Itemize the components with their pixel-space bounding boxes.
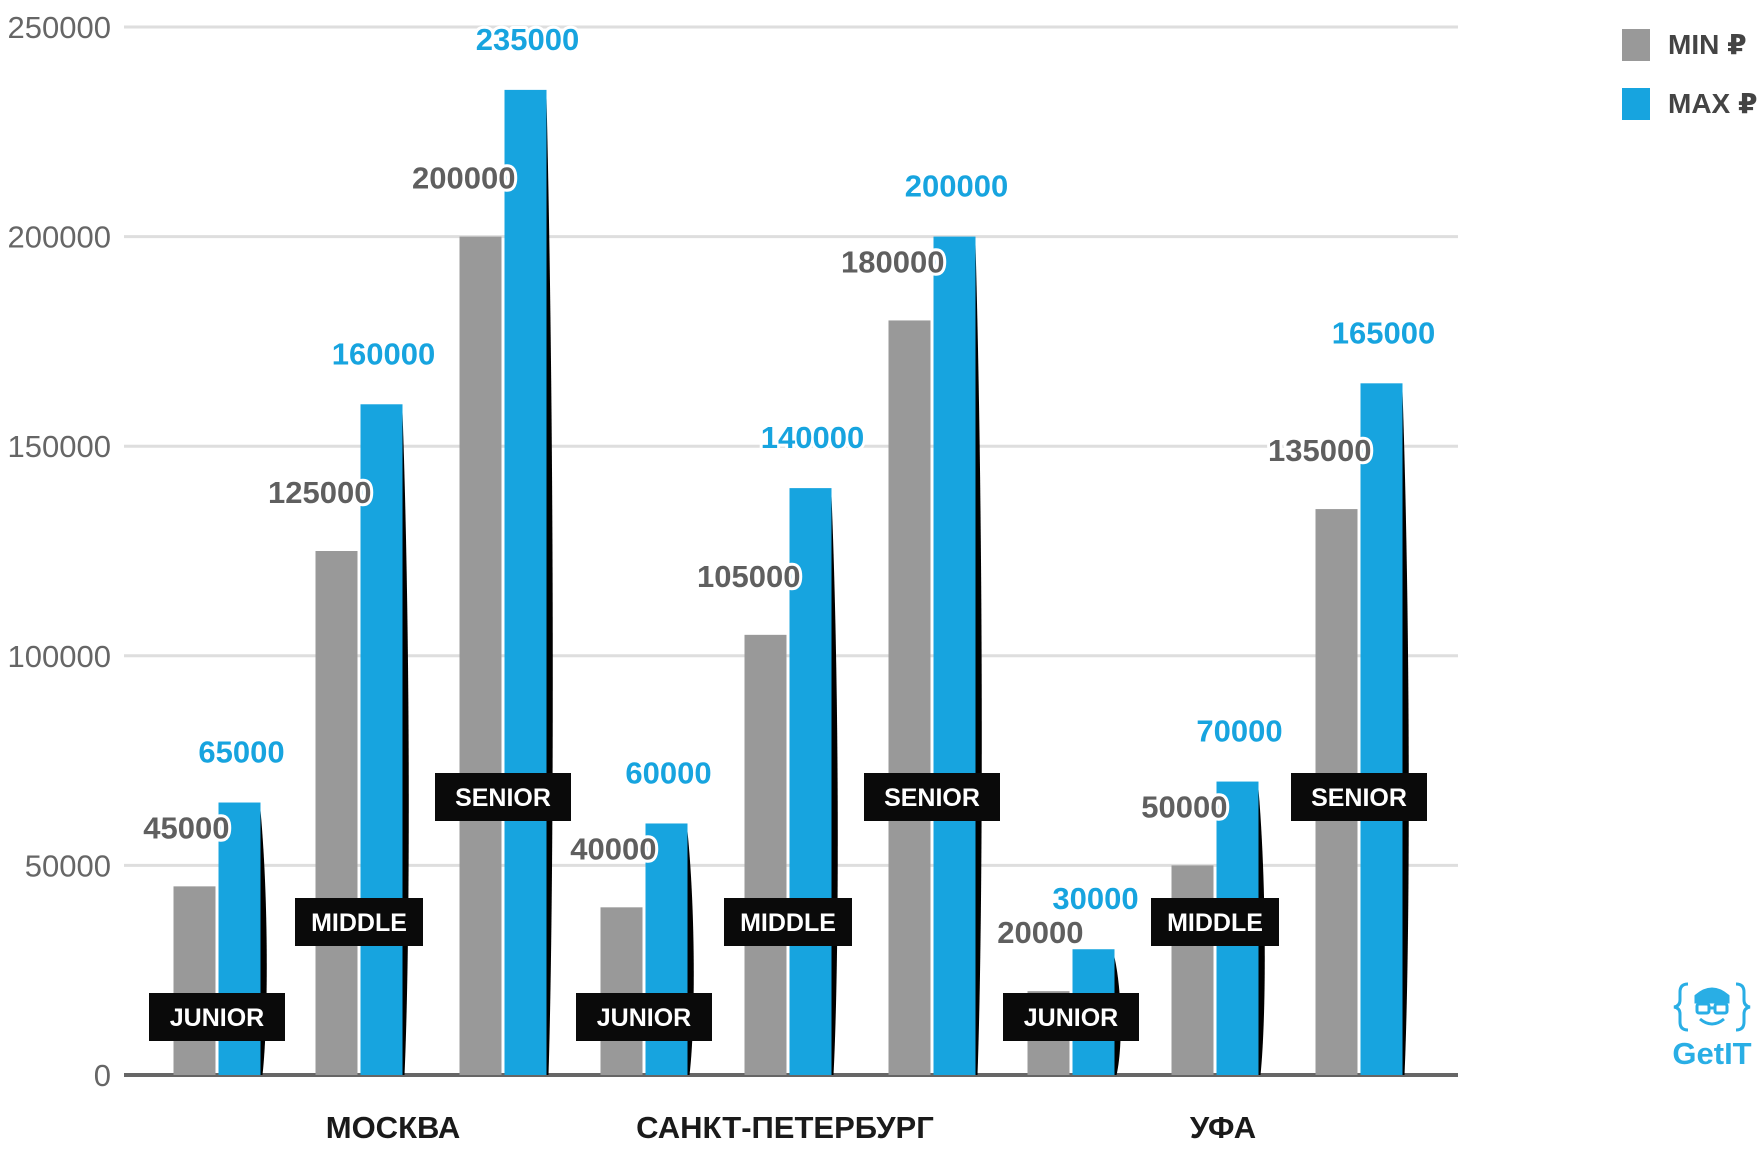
bar-min [459,236,502,1076]
bar-shadow [975,244,982,1076]
level-badge-label: MIDDLE [1167,909,1263,937]
legend-label: MIN ₽ [1668,29,1747,60]
level-badge-label: MIDDLE [311,909,407,937]
value-label-max: 200000 [905,169,1008,204]
bar-max [789,488,832,1075]
value-label-min: 125000 [268,475,371,510]
bar-min [315,551,358,1075]
city-label-layer: МОСКВА САНКТ-ПЕТЕРБУРГ УФА [326,1110,1256,1145]
level-badge [295,898,423,946]
level-badge-label: JUNIOR [597,1004,691,1032]
city-label: САНКТ-ПЕТЕРБУРГ [636,1110,934,1145]
value-label-max: 160000 [332,336,435,371]
value-label-max: 65000 [198,735,284,770]
level-badge [1291,773,1427,821]
y-tick-label: 0 [94,1058,111,1093]
value-label-min: 105000 [697,559,800,594]
bar-max [360,404,403,1075]
legend: MIN ₽ MAX ₽ [1622,29,1757,120]
y-tick-label: 250000 [8,10,111,45]
bar-shadow [546,97,553,1075]
bar-min [744,634,787,1075]
level-box-layer: JUNIOR MIDDLE SENIOR JUNIOR MIDDLE SENIOR JUNI… [149,773,1427,1041]
legend-label: MAX ₽ [1668,88,1757,119]
bar-max [1360,383,1403,1075]
bar-max [933,236,976,1076]
y-tick-label: 150000 [8,429,111,464]
bar-min [600,907,643,1075]
level-badge-label: SENIOR [884,784,980,812]
braces-face-icon [1673,982,1751,1032]
value-label-max: 60000 [625,755,711,790]
value-label-max: 30000 [1052,881,1138,916]
level-badge [724,898,852,946]
level-badge [435,773,571,821]
bar-layer [173,89,1409,1076]
label-layer: 45000 65000 125000 160000 200000 235000 40000 6… [140,19,1438,953]
legend-swatch [1622,88,1650,120]
level-badge [576,993,712,1041]
bar-min [888,320,931,1075]
level-badge-label: SENIOR [1311,784,1407,812]
level-badge-label: SENIOR [455,784,551,812]
level-badge-label: MIDDLE [740,909,836,937]
level-badge-label: JUNIOR [1024,1004,1118,1032]
getit-logo: GetIT [1672,982,1752,1071]
bar-shadow [1402,391,1409,1075]
y-tick-label: 200000 [8,220,111,255]
value-label-min: 200000 [412,161,515,196]
city-label: УФА [1190,1110,1256,1145]
value-label-min: 50000 [1141,789,1227,824]
y-tick-label: 100000 [8,639,111,674]
value-label-max: 70000 [1196,714,1282,749]
legend-swatch [1622,29,1650,61]
city-label: МОСКВА [326,1110,460,1145]
level-badge [1003,993,1139,1041]
value-label-min: 20000 [997,915,1083,950]
value-label-min: 40000 [570,831,656,866]
level-badge [1151,898,1279,946]
bar-min [1171,865,1214,1075]
value-label-max: 165000 [1332,315,1435,350]
value-label-min: 180000 [841,244,944,279]
bar-shadow [402,412,409,1075]
value-label-max: 235000 [476,22,579,57]
value-label-min: 45000 [143,810,229,845]
y-tick-label: 50000 [25,848,111,883]
bar-min [173,886,216,1075]
value-label-max: 140000 [761,420,864,455]
level-badge [149,993,285,1041]
bar-shadow [831,496,838,1075]
logo-text: GetIT [1672,1036,1751,1071]
bar-max [504,89,547,1075]
level-badge-label: JUNIOR [170,1004,264,1032]
level-badge [864,773,1000,821]
value-label-min: 135000 [1268,433,1371,468]
